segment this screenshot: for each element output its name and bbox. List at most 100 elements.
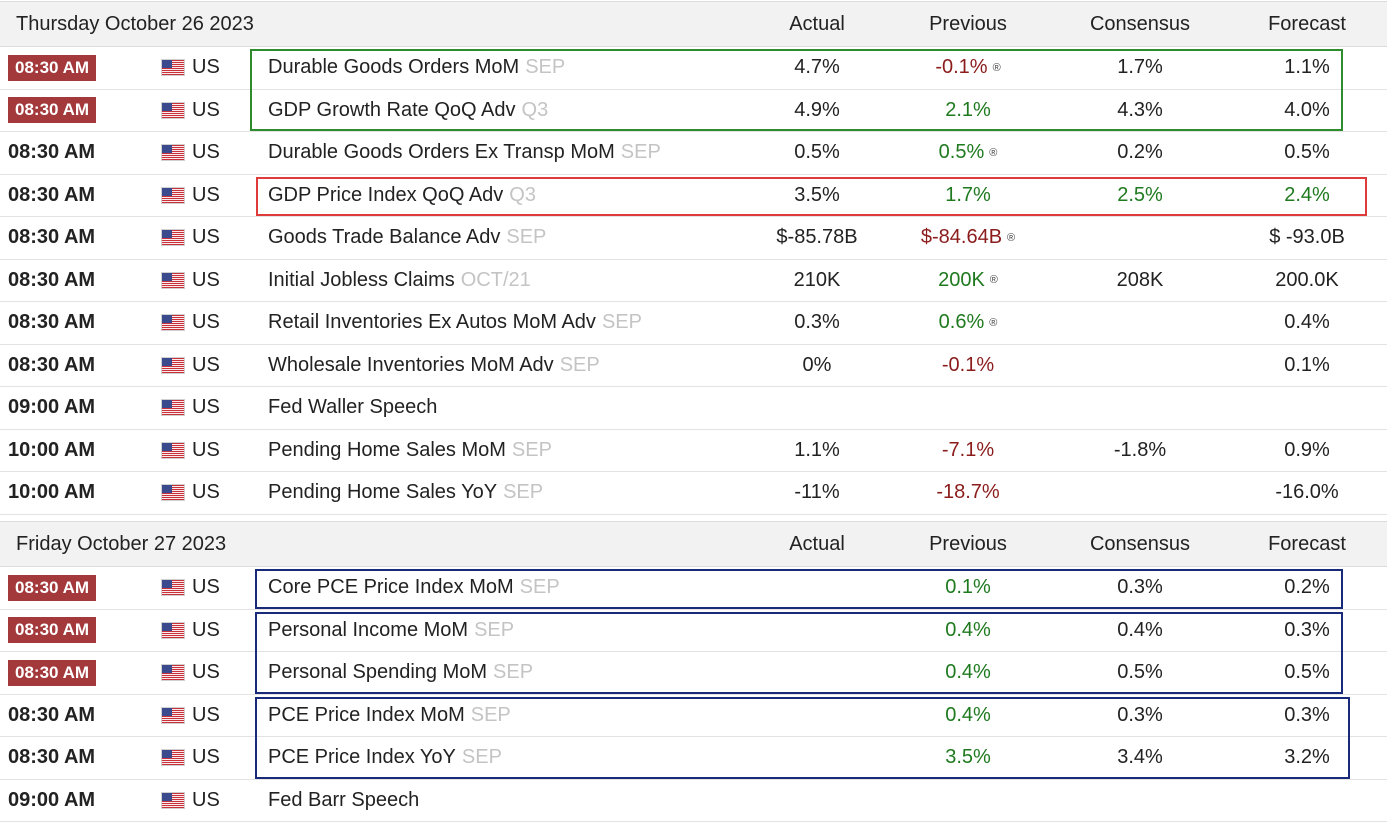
event-name-link[interactable]: Fed Waller Speech xyxy=(268,396,437,419)
reference-period: SEP xyxy=(621,141,661,164)
country-code[interactable]: US xyxy=(192,132,232,174)
event-cell[interactable]: Pending Home Sales YoY SEP xyxy=(268,472,748,514)
country-code[interactable]: US xyxy=(192,217,232,259)
column-header-actual[interactable]: Actual xyxy=(742,522,892,566)
event-name-link[interactable]: Wholesale Inventories MoM Adv xyxy=(268,354,554,377)
column-header-actual[interactable]: Actual xyxy=(742,2,892,46)
country-code[interactable]: US xyxy=(192,47,232,89)
actual-value: 0% xyxy=(742,345,892,387)
reference-period: SEP xyxy=(503,481,543,504)
country-code[interactable]: US xyxy=(192,387,232,429)
country-code[interactable]: US xyxy=(192,695,232,737)
event-name-link[interactable]: Core PCE Price Index MoM xyxy=(268,576,514,599)
column-header-previous[interactable]: Previous xyxy=(893,522,1043,566)
us-flag-icon xyxy=(161,737,185,779)
event-name-link[interactable]: Pending Home Sales YoY xyxy=(268,481,497,504)
country-code[interactable]: US xyxy=(192,260,232,302)
event-name-link[interactable]: Durable Goods Orders MoM xyxy=(268,56,519,79)
country-code[interactable]: US xyxy=(192,610,232,652)
country-code[interactable]: US xyxy=(192,567,232,609)
time-cell: 08:30 AM xyxy=(8,302,148,344)
revised-icon: ® xyxy=(993,62,1001,74)
column-header-consensus[interactable]: Consensus xyxy=(1065,522,1215,566)
event-name-link[interactable]: Personal Income MoM xyxy=(268,619,468,642)
event-row[interactable]: 08:30 AM US Retail Inventories Ex Autos Mo… xyxy=(0,302,1387,345)
forecast-value: 3.2% xyxy=(1232,737,1382,779)
event-name-link[interactable]: Fed Barr Speech xyxy=(268,789,419,812)
country-code[interactable]: US xyxy=(192,175,232,217)
column-header-forecast[interactable]: Forecast xyxy=(1232,522,1382,566)
country-code[interactable]: US xyxy=(192,302,232,344)
event-time: 08:30 AM xyxy=(8,704,95,727)
reference-period: SEP xyxy=(474,619,514,642)
country-code[interactable]: US xyxy=(192,652,232,694)
column-header-forecast[interactable]: Forecast xyxy=(1232,2,1382,46)
column-header-previous[interactable]: Previous xyxy=(893,2,1043,46)
event-cell[interactable]: Personal Income MoM SEP xyxy=(268,610,748,652)
event-name-link[interactable]: GDP Growth Rate QoQ Adv xyxy=(268,99,516,122)
country-code[interactable]: US xyxy=(192,472,232,514)
day-title: Friday October 27 2023 xyxy=(16,522,416,566)
actual-value: 4.9% xyxy=(742,90,892,132)
event-name-link[interactable]: Initial Jobless Claims xyxy=(268,269,455,292)
reference-period: SEP xyxy=(506,226,546,249)
event-name-link[interactable]: Retail Inventories Ex Autos MoM Adv xyxy=(268,311,596,334)
event-name-link[interactable]: Pending Home Sales MoM xyxy=(268,439,506,462)
event-name-link[interactable]: Durable Goods Orders Ex Transp MoM xyxy=(268,141,615,164)
country-code[interactable]: US xyxy=(192,430,232,472)
country-code[interactable]: US xyxy=(192,737,232,779)
event-cell[interactable]: Pending Home Sales MoM SEP xyxy=(268,430,748,472)
event-cell[interactable]: Durable Goods Orders Ex Transp MoM SEP xyxy=(268,132,748,174)
us-flag-icon xyxy=(161,47,185,89)
time-cell: 08:30 AM xyxy=(8,652,148,694)
previous-value-text: -0.1% xyxy=(942,354,994,377)
us-flag-icon xyxy=(161,567,185,609)
event-name-link[interactable]: Personal Spending MoM xyxy=(268,661,487,684)
event-name-link[interactable]: GDP Price Index QoQ Adv xyxy=(268,184,503,207)
us-flag-icon xyxy=(161,217,185,259)
event-name-link[interactable]: PCE Price Index MoM xyxy=(268,704,465,727)
us-flag-icon xyxy=(161,387,185,429)
country-code[interactable]: US xyxy=(192,345,232,387)
previous-value-text: 3.5% xyxy=(945,746,991,769)
event-cell[interactable]: Goods Trade Balance Adv SEP xyxy=(268,217,748,259)
country-code[interactable]: US xyxy=(192,90,232,132)
time-badge: 08:30 AM xyxy=(8,617,96,643)
previous-value: -18.7% xyxy=(893,472,1043,514)
event-name-link[interactable]: Goods Trade Balance Adv xyxy=(268,226,500,249)
event-time: 10:00 AM xyxy=(8,439,95,462)
column-header-consensus[interactable]: Consensus xyxy=(1065,2,1215,46)
event-name-link[interactable]: PCE Price Index YoY xyxy=(268,746,456,769)
actual-value: -11% xyxy=(742,472,892,514)
reference-period: SEP xyxy=(512,439,552,462)
event-cell[interactable]: Fed Waller Speech xyxy=(268,387,748,429)
event-time: 08:30 AM xyxy=(8,269,95,292)
